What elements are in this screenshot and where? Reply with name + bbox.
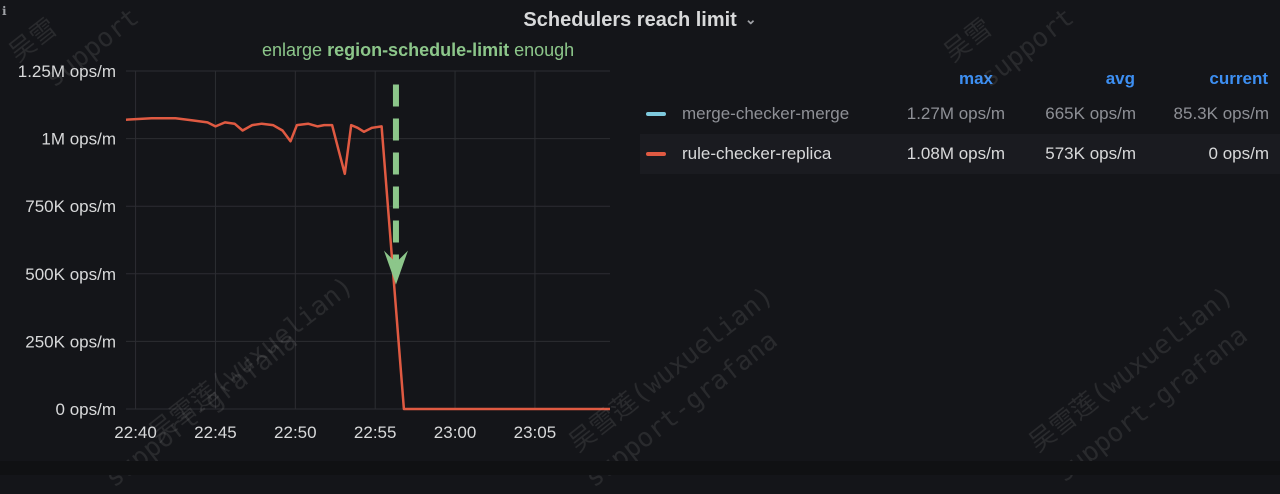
- y-tick-label: 750K ops/m: [25, 197, 116, 216]
- annotation-highlight: region-schedule-limit: [327, 40, 510, 60]
- x-tick-label: 23:05: [514, 423, 557, 442]
- legend-avg-value: 665K ops/m: [1045, 104, 1136, 123]
- legend-max-value: 1.27M ops/m: [906, 104, 1005, 123]
- x-tick-label: 22:40: [114, 423, 157, 442]
- legend-row-merge-checker-merge[interactable]: merge-checker-merge 1.27M ops/m 665K ops…: [640, 94, 1280, 134]
- legend-current-value: 85.3K ops/m: [1173, 104, 1269, 123]
- line-chart[interactable]: 0 ops/m 250K ops/m 500K ops/m 750K ops/m 1M …: [0, 0, 640, 475]
- x-tick-label: 22:45: [194, 423, 237, 442]
- chevron-down-icon[interactable]: ⌄: [744, 11, 757, 27]
- annotation-suffix: enough: [509, 40, 575, 60]
- x-tick-label: 22:55: [354, 423, 397, 442]
- series-color-swatch[interactable]: [646, 152, 666, 156]
- y-tick-label: 1.25M ops/m: [18, 62, 116, 81]
- annotation-arrow-head: [383, 250, 408, 285]
- legend-series-name[interactable]: rule-checker-replica: [682, 144, 832, 163]
- y-tick-label: 0 ops/m: [56, 400, 116, 419]
- legend-table: max avg current merge-checker-merge 1.27…: [640, 66, 1280, 174]
- legend-series-name[interactable]: merge-checker-merge: [682, 104, 850, 123]
- legend-avg-value: 573K ops/m: [1045, 144, 1136, 163]
- panel-title[interactable]: Schedulers reach limit ⌄: [0, 9, 1280, 32]
- y-tick-label: 250K ops/m: [25, 332, 116, 351]
- x-tick-label: 23:00: [434, 423, 477, 442]
- panel-title-text: Schedulers reach limit: [523, 9, 737, 31]
- y-tick-label: 1M ops/m: [41, 130, 116, 149]
- panel-bottom-bar: [0, 461, 1280, 475]
- x-tick-label: 22:50: [274, 423, 317, 442]
- legend-max-value: 1.08M ops/m: [906, 144, 1005, 163]
- annotation-text: enlarge region-schedule-limit enough: [262, 40, 574, 61]
- legend-row-rule-checker-replica[interactable]: rule-checker-replica 1.08M ops/m 573K op…: [640, 134, 1280, 174]
- legend-header-max[interactable]: max: [958, 69, 993, 88]
- series-color-swatch[interactable]: [646, 112, 666, 116]
- legend-header-current[interactable]: current: [1209, 69, 1268, 88]
- info-icon[interactable]: ℹ: [2, 4, 7, 18]
- legend-current-value: 0 ops/m: [1208, 144, 1269, 163]
- y-tick-label: 500K ops/m: [25, 265, 116, 284]
- annotation-prefix: enlarge: [262, 40, 328, 60]
- legend-header: max avg current: [640, 66, 1280, 94]
- series-line-rule-checker-replica: [125, 117, 610, 411]
- legend-header-avg[interactable]: avg: [1105, 69, 1135, 88]
